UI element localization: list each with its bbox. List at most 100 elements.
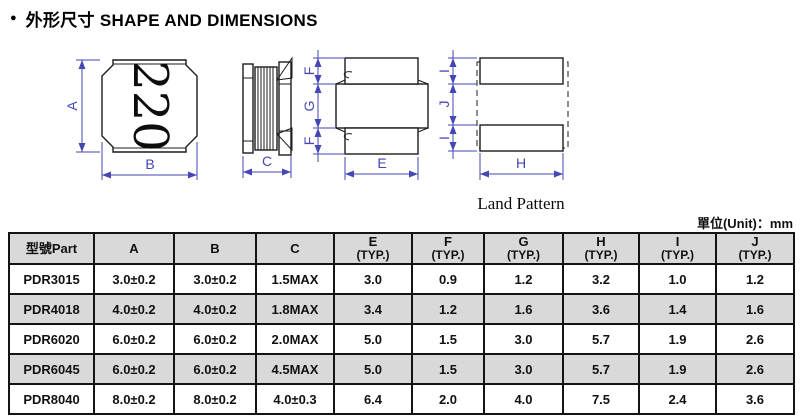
flange-right [278, 61, 292, 156]
dimension-value-cell: 6.4 [333, 383, 413, 415]
section-title-text: 外形尺寸 SHAPE AND DIMENSIONS [25, 11, 318, 30]
dim-label-E: E [377, 155, 386, 171]
dimension-value-cell: 1.5 [411, 353, 485, 385]
table-row-PDR6020: PDR6020 6.0±0.2 6.0±0.2 2.0MAX 5.0 1.5 3.0 5.7 1… [8, 323, 795, 355]
dimension-value-cell: 3.6 [715, 383, 795, 415]
dimension-value-cell: 1.9 [638, 353, 717, 385]
terminal-hatch-bottom [276, 127, 293, 152]
col-header-G: G (TYP.) [483, 232, 564, 265]
dimension-value-cell: 3.0 [483, 353, 564, 385]
dimension-value-cell: 3.0±0.2 [173, 263, 257, 295]
side-view-drawing: C [242, 56, 293, 178]
dimension-value-cell: 2.6 [715, 353, 795, 385]
dim-label-J: J [436, 101, 452, 108]
dim-label-F-bottom: F [301, 137, 317, 146]
inductance-marking: 220 [122, 60, 178, 152]
chamfer-line [417, 127, 429, 133]
dimension-value-cell: 6.0±0.2 [93, 353, 175, 385]
dimension-value-cell: 1.5MAX [255, 263, 335, 295]
part-number-cell: PDR6045 [8, 353, 95, 385]
bullet-icon: ● [10, 12, 17, 24]
dim-label-F-top: F [301, 67, 317, 76]
flange-left [242, 63, 254, 154]
chamfer-line [417, 79, 429, 85]
dimension-value-cell: 6.0±0.2 [173, 323, 257, 355]
section-title: ● 外形尺寸 SHAPE AND DIMENSIONS [10, 6, 318, 31]
col-header-H: H (TYP.) [562, 232, 640, 265]
col-header-I: I (TYP.) [638, 232, 717, 265]
dimension-value-cell: 2.4 [638, 383, 717, 415]
component-body-top-view [101, 59, 198, 153]
dimension-value-cell: 6.0±0.2 [93, 323, 175, 355]
solder-pad-bottom [479, 124, 564, 152]
dimension-value-cell: 1.2 [411, 293, 485, 325]
terminal-hatch-top [275, 56, 293, 81]
col-header-J: J (TYP.) [715, 232, 795, 265]
electrode-band-bottom [344, 127, 419, 155]
dimension-value-cell: 3.6 [562, 293, 640, 325]
dimension-value-cell: 1.6 [483, 293, 564, 325]
table-header-row: 型號Part A B C E (TYP.) F (TYP.) G (TYP.) H (TYP.) I (T… [8, 232, 795, 265]
component-core [335, 83, 429, 129]
dimension-value-cell: 5.0 [333, 323, 413, 355]
dimension-value-cell: 4.0±0.2 [93, 293, 175, 325]
dimension-value-cell: 3.0 [483, 323, 564, 355]
dimensions-table: 型號Part A B C E (TYP.) F (TYP.) G (TYP.) H (TYP.) I (T… [8, 232, 795, 415]
dimension-value-cell: 4.0 [483, 383, 564, 415]
dimension-value-cell: 2.0MAX [255, 323, 335, 355]
dimension-value-cell: 1.4 [638, 293, 717, 325]
table-row-PDR6045: PDR6045 6.0±0.2 6.0±0.2 4.5MAX 5.0 1.5 3.0 5.7 1… [8, 353, 795, 385]
dim-label-B: B [145, 156, 154, 172]
dimension-value-cell: 3.4 [333, 293, 413, 325]
wire-end-top [343, 71, 353, 79]
electrode-band-top [344, 57, 419, 85]
dimension-value-cell: 3.0±0.2 [93, 263, 175, 295]
dimension-value-cell: 1.9 [638, 323, 717, 355]
land-pattern-caption: Land Pattern [477, 194, 565, 213]
land-pattern-drawing: I J I H Land Pattern [436, 50, 569, 213]
dimension-value-cell: 2.0 [411, 383, 485, 415]
col-header-part: 型號Part [8, 232, 95, 265]
solder-pad-top [479, 57, 564, 85]
dimension-value-cell: 8.0±0.2 [93, 383, 175, 415]
dimension-value-cell: 1.2 [715, 263, 795, 295]
dim-label-C: C [262, 153, 272, 169]
dimension-value-cell: 5.7 [562, 323, 640, 355]
dimension-value-cell: 2.6 [715, 323, 795, 355]
unit-label: 單位(Unit)：mm [696, 216, 793, 231]
dimension-value-cell: 5.7 [562, 353, 640, 385]
col-header-E: E (TYP.) [333, 232, 413, 265]
col-header-C: C [255, 232, 335, 265]
dimension-value-cell: 1.6 [715, 293, 795, 325]
dimension-value-cell: 1.5 [411, 323, 485, 355]
dimension-value-cell: 3.2 [562, 263, 640, 295]
dimension-value-cell: 1.0 [638, 263, 717, 295]
dimension-drawings: 220 A B C [64, 50, 569, 213]
dimension-value-cell: 1.2 [483, 263, 564, 295]
dimension-value-cell: 4.5MAX [255, 353, 335, 385]
wire-end-bottom [343, 133, 353, 141]
dim-label-I-top: I [436, 69, 452, 73]
table-row-PDR8040: PDR8040 8.0±0.2 8.0±0.2 4.0±0.3 6.4 2.0 4.0 7.5… [8, 383, 795, 415]
chamfer-line [335, 79, 346, 85]
dimension-value-cell: 1.8MAX [255, 293, 335, 325]
dimension-value-cell: 8.0±0.2 [173, 383, 257, 415]
dimension-value-cell: 0.9 [411, 263, 485, 295]
part-number-cell: PDR3015 [8, 263, 95, 295]
part-number-cell: PDR8040 [8, 383, 95, 415]
dimension-value-cell: 6.0±0.2 [173, 353, 257, 385]
top-view-drawing: 220 A B [64, 59, 198, 180]
col-header-A: A [93, 232, 175, 265]
front-view-drawing: F G F E [301, 50, 429, 180]
table-row-PDR4018: PDR4018 4.0±0.2 4.0±0.2 1.8MAX 3.4 1.2 1.6 3.6 1… [8, 293, 795, 325]
table-row-PDR3015: PDR3015 3.0±0.2 3.0±0.2 1.5MAX 3.0 0.9 1.2 3.2 1… [8, 263, 795, 295]
dimension-value-cell: 4.0±0.2 [173, 293, 257, 325]
dimension-value-cell: 7.5 [562, 383, 640, 415]
dimension-value-cell: 3.0 [333, 263, 413, 295]
part-number-cell: PDR6020 [8, 323, 95, 355]
dim-label-I-bottom: I [436, 136, 452, 140]
col-header-B: B [173, 232, 257, 265]
dimension-value-cell: 5.0 [333, 353, 413, 385]
dimension-value-cell: 4.0±0.3 [255, 383, 335, 415]
dim-label-H: H [516, 155, 526, 171]
